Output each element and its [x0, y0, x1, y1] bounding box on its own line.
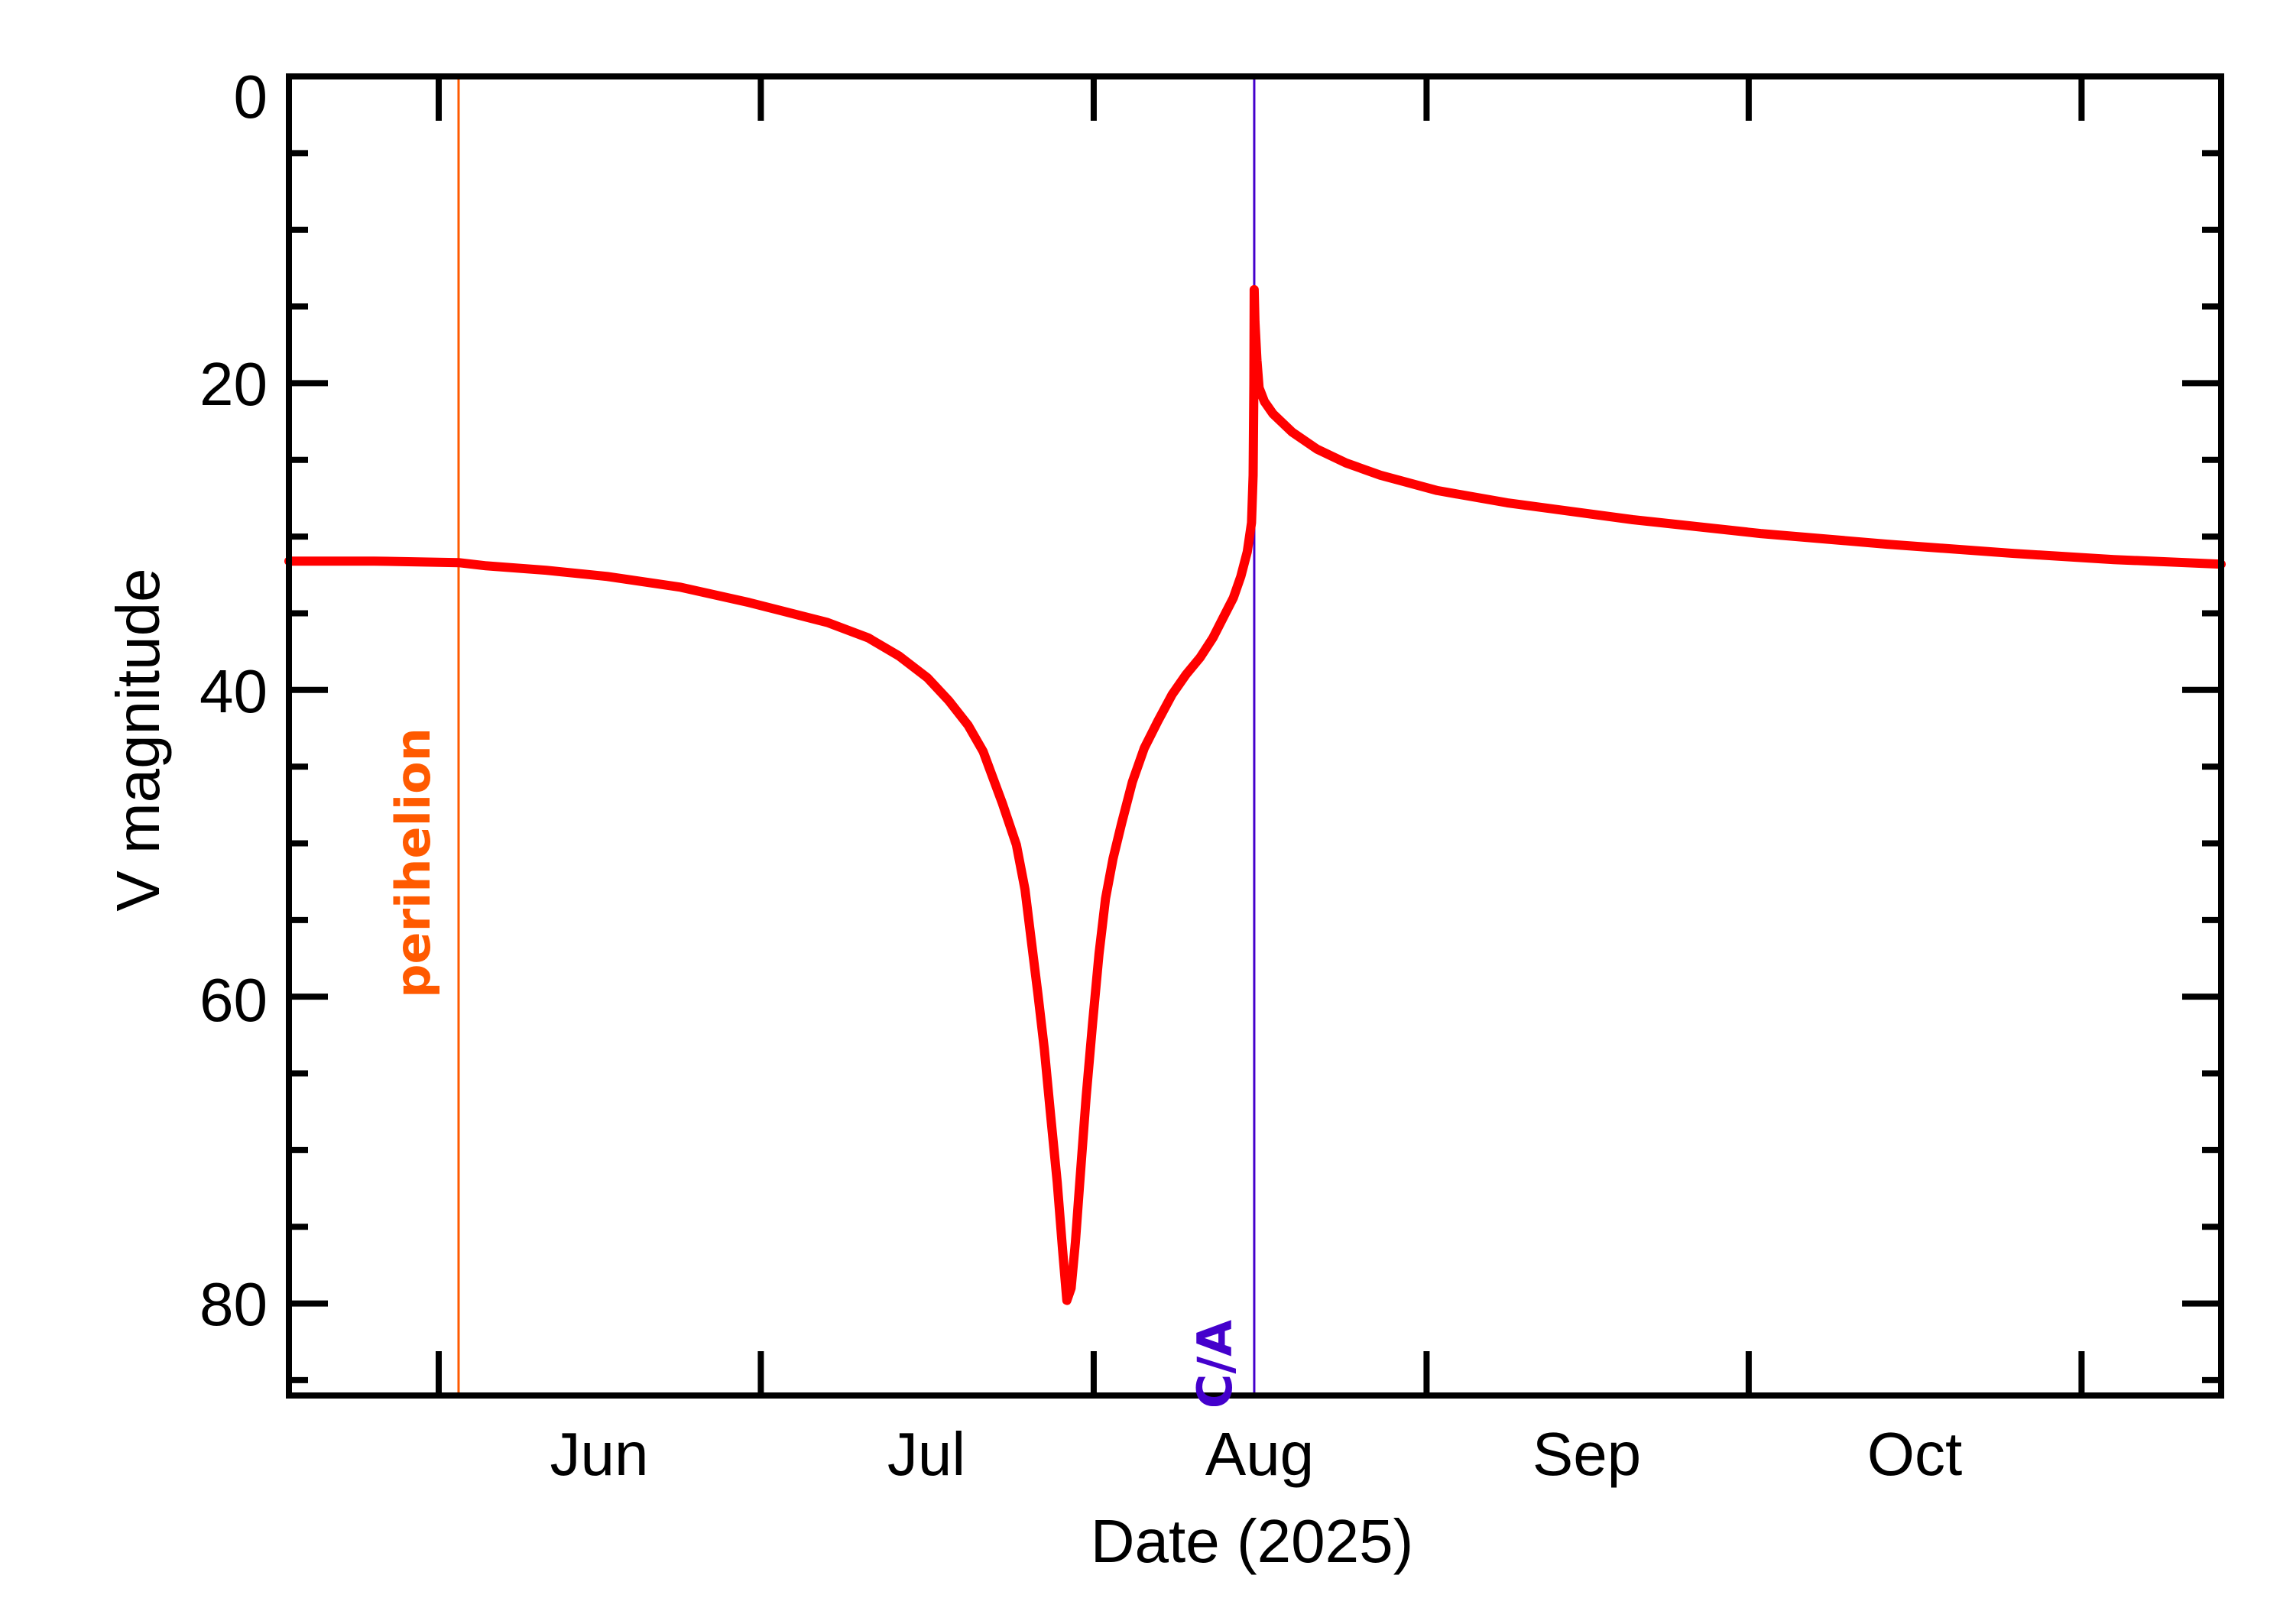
y-tick-label: 60 — [199, 966, 268, 1034]
y-tick-label: 20 — [199, 350, 268, 418]
magnitude-curve — [284, 285, 2226, 1305]
y-tick-label: 80 — [199, 1270, 268, 1338]
x-tick-label-sep: Sep — [1532, 1420, 1641, 1488]
x-tick-label-oct: Oct — [1867, 1420, 1962, 1488]
x-tick-labels: Jun Jul Aug Sep Oct — [550, 1420, 1963, 1488]
plot-frame — [286, 73, 2224, 1399]
perihelion-label: perihelion — [385, 728, 441, 998]
closest-approach-label: C/A — [1187, 1320, 1243, 1408]
x-tick-label-jun: Jun — [550, 1420, 649, 1488]
x-tick-label-aug: Aug — [1205, 1420, 1314, 1488]
y-axis-title: V magnitude — [104, 568, 172, 911]
y-tick-label: 0 — [234, 63, 268, 131]
x-tick-label-jul: Jul — [887, 1420, 965, 1488]
y-tick-labels: 0 20 40 60 80 — [199, 63, 268, 1338]
x-axis-title: Date (2025) — [1091, 1507, 1413, 1575]
y-tick-label: 40 — [199, 657, 268, 725]
